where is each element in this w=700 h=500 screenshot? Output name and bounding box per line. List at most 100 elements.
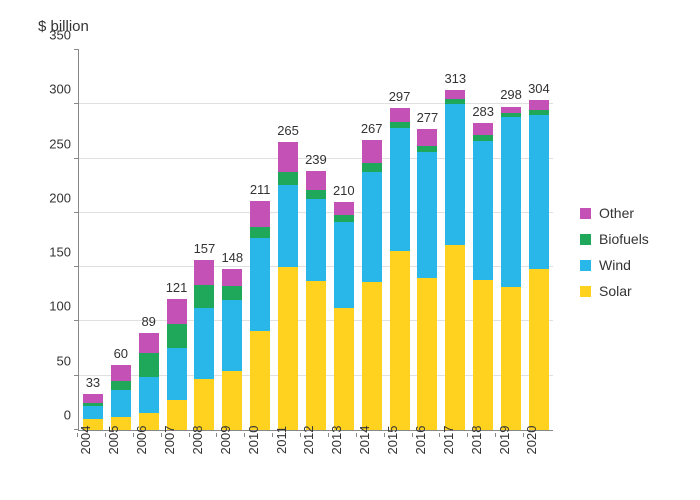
segment-solar: [390, 251, 410, 430]
total-label: 33: [86, 375, 100, 390]
segment-wind: [278, 185, 298, 268]
total-label: 239: [305, 152, 327, 167]
total-label: 89: [141, 314, 155, 329]
segment-other: [139, 333, 159, 353]
segment-biofuels: [222, 286, 242, 300]
segment-other: [390, 108, 410, 122]
x-tick-label: 2011: [274, 426, 289, 454]
segment-biofuels: [167, 324, 187, 348]
x-tick-label: 2020: [524, 426, 539, 455]
segment-other: [167, 299, 187, 324]
segment-wind: [445, 104, 465, 245]
segment-wind: [222, 300, 242, 372]
segment-wind: [501, 117, 521, 286]
x-tick-label: 2017: [441, 426, 456, 455]
segment-solar: [417, 278, 437, 430]
bar-2004: 332004: [79, 50, 107, 430]
y-tick-label: 350: [49, 28, 79, 43]
segment-other: [83, 394, 103, 403]
segment-other: [111, 365, 131, 381]
segment-wind: [529, 115, 549, 269]
segment-other: [250, 201, 270, 227]
legend-swatch: [580, 208, 591, 219]
x-tick-label: 2009: [218, 426, 233, 455]
segment-biofuels: [278, 172, 298, 185]
segment-solar: [445, 245, 465, 430]
segment-wind: [473, 141, 493, 280]
segment-other: [306, 171, 326, 191]
total-label: 265: [277, 123, 299, 138]
legend-swatch: [580, 286, 591, 297]
segment-biofuels: [139, 353, 159, 377]
segment-other: [362, 140, 382, 163]
x-tick-label: 2006: [134, 426, 149, 455]
bar-2017: 3132017: [441, 50, 469, 430]
segment-wind: [334, 222, 354, 309]
legend-item-wind: Wind: [580, 257, 649, 273]
segment-solar: [501, 287, 521, 430]
total-label: 60: [114, 346, 128, 361]
bar-2012: 2392012: [302, 50, 330, 430]
legend-item-other: Other: [580, 205, 649, 221]
legend: Other Biofuels Wind Solar: [580, 195, 649, 309]
total-label: 277: [417, 110, 439, 125]
bar-2019: 2982019: [497, 50, 525, 430]
bar-2007: 1212007: [163, 50, 191, 430]
segment-other: [278, 142, 298, 171]
total-label: 297: [389, 89, 411, 104]
x-tick-label: 2008: [190, 426, 205, 455]
bar-2016: 2772016: [414, 50, 442, 430]
legend-item-biofuels: Biofuels: [580, 231, 649, 247]
y-tick-label: 100: [49, 299, 79, 314]
chart-plot-area: 0501001502002503003503320046020058920061…: [78, 50, 553, 431]
x-tick-label: 2007: [162, 426, 177, 455]
segment-other: [194, 260, 214, 285]
segment-wind: [362, 172, 382, 283]
segment-solar: [278, 267, 298, 430]
legend-label: Other: [599, 205, 634, 221]
segment-wind: [83, 406, 103, 419]
x-tick-label: 2015: [385, 426, 400, 455]
segment-other: [473, 123, 493, 135]
bar-2014: 2672014: [358, 50, 386, 430]
segment-wind: [139, 377, 159, 413]
segment-other: [529, 100, 549, 110]
bar-2013: 2102013: [330, 50, 358, 430]
bar-2008: 1572008: [191, 50, 219, 430]
segment-other: [334, 202, 354, 215]
y-tick-label: 50: [57, 353, 79, 368]
bar-2006: 892006: [135, 50, 163, 430]
bar-2010: 2112010: [246, 50, 274, 430]
bars-container: 3320046020058920061212007157200814820092…: [79, 50, 553, 430]
bar-2018: 2832018: [469, 50, 497, 430]
x-tick-label: 2018: [469, 426, 484, 455]
legend-item-solar: Solar: [580, 283, 649, 299]
segment-wind: [306, 199, 326, 282]
total-label: 211: [250, 182, 271, 197]
segment-wind: [194, 308, 214, 379]
y-tick-label: 0: [64, 408, 79, 423]
legend-label: Wind: [599, 257, 631, 273]
x-tick-label: 2012: [301, 426, 316, 455]
segment-other: [445, 90, 465, 99]
segment-wind: [250, 238, 270, 331]
segment-other: [222, 269, 242, 285]
legend-label: Solar: [599, 283, 632, 299]
y-tick-label: 300: [49, 82, 79, 97]
x-tick-label: 2014: [357, 426, 372, 455]
segment-other: [417, 129, 437, 145]
segment-wind: [111, 390, 131, 417]
segment-wind: [390, 128, 410, 251]
x-tick-label: 2010: [246, 426, 261, 455]
segment-solar: [250, 331, 270, 430]
x-tick-label: 2013: [329, 426, 344, 455]
bar-2009: 1482009: [218, 50, 246, 430]
segment-solar: [334, 308, 354, 430]
total-label: 148: [221, 250, 243, 265]
total-label: 157: [194, 241, 216, 256]
total-label: 304: [528, 81, 550, 96]
legend-swatch: [580, 260, 591, 271]
segment-biofuels: [362, 163, 382, 172]
segment-biofuels: [250, 227, 270, 238]
total-label: 283: [472, 104, 494, 119]
